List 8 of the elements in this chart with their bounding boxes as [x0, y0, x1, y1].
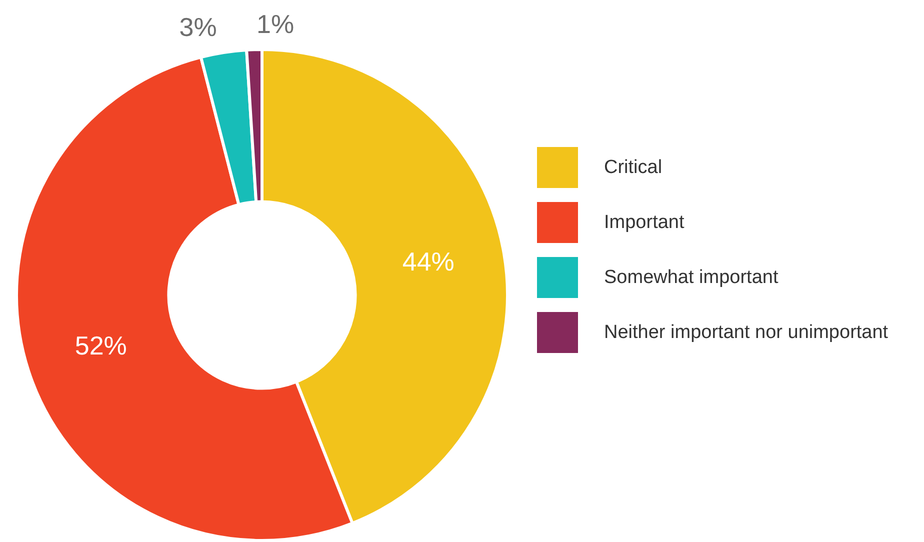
legend-label: Important [604, 212, 684, 234]
legend-label: Neither important nor unimportant [604, 322, 888, 344]
data-label: 44% [402, 246, 454, 276]
legend-label: Critical [604, 156, 662, 178]
data-label: 1% [256, 8, 294, 39]
data-label: 52% [74, 330, 127, 361]
data-label: 3% [179, 12, 217, 42]
legend-label: Somewhat important [604, 266, 778, 288]
